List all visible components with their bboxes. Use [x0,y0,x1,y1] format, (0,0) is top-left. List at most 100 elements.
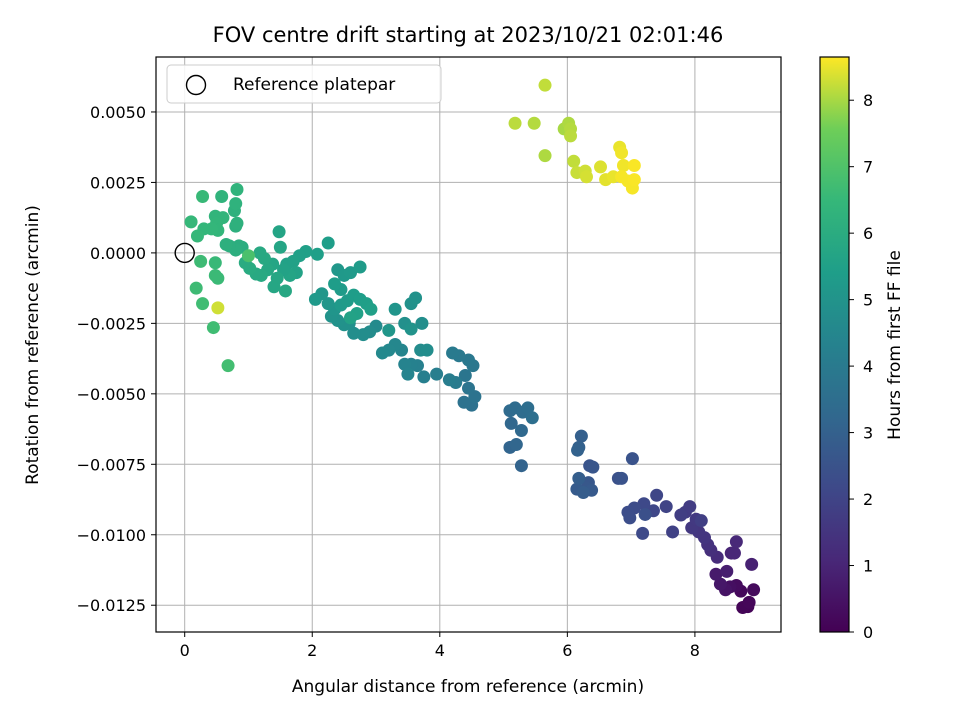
legend-entry-reference: Reference platepar [233,75,395,95]
scatter-point [344,311,358,325]
scatter-point [521,401,535,415]
scatter-point [206,321,220,335]
scatter-point [572,471,586,485]
scatter-point [446,346,460,360]
scatter-point [267,280,281,294]
scatter-point [196,190,210,204]
scatter-point [538,149,552,163]
colorbar-tick-label: 3 [863,424,873,443]
plot-frame [155,56,782,633]
scatter-point [514,459,528,473]
scatter-point [462,381,475,395]
colorbar-tick-label: 6 [863,224,873,243]
scatter-point [627,159,641,173]
scatter-point [694,514,708,528]
scatter-point [576,485,590,499]
scatter-point [683,500,697,514]
scatter-point [650,488,664,502]
scatter-point [747,583,761,597]
x-tick-label: 6 [562,641,572,660]
y-tick-label: 0.0050 [90,103,146,122]
y-tick-label: −0.0125 [77,596,146,615]
reference-point [174,242,195,264]
scatter-point [215,190,229,204]
scatter-point [623,511,637,525]
scatter-point [211,301,225,315]
scatter-point [442,373,456,387]
y-tick-label: −0.0075 [77,455,146,474]
legend: Reference platepar [166,64,442,104]
scatter-point [398,357,412,371]
scatter-point [538,78,552,92]
x-tick-label: 0 [180,641,190,660]
scatter-point [409,291,423,305]
scatter-point [525,411,539,425]
scatter-point [196,297,210,311]
scatter-point [636,526,650,540]
scatter-point [310,247,324,261]
scatter-point [230,216,244,230]
scatter-point [388,302,402,316]
scatter-point [229,197,243,211]
scatter-point [666,525,680,539]
scatter-point [745,557,759,571]
colorbar-tick-label: 2 [863,490,873,509]
scatter-point [221,359,235,373]
x-axis-label: Angular distance from reference (arcmin) [292,677,644,697]
x-axis-ticks: 0 2 4 6 8 [180,632,700,660]
scatter-point [184,215,198,229]
scatter-point [564,129,578,143]
colorbar-tick-label: 5 [863,291,873,310]
scatter-point [415,316,429,330]
colorbar-tick-label: 8 [863,91,873,110]
y-tick-label: −0.0100 [77,526,146,545]
scatter-point [713,577,727,591]
scatter-point [504,416,518,430]
scatter-point [356,328,370,342]
scatter-point [616,159,630,173]
scatter-point [625,452,639,466]
scatter-point [241,249,255,263]
legend-open-circle-marker [185,74,207,96]
y-tick-label: −0.0050 [77,385,146,404]
scatter-point [417,370,431,384]
scatter-point [219,237,233,251]
scatter-point [211,271,225,285]
x-tick-label: 2 [307,641,317,660]
scatter-point [514,423,528,437]
y-axis-label: Rotation from reference (arcmin) [23,205,43,485]
scatter-point [347,326,361,340]
scatter-point [353,260,367,274]
plot-background [156,57,781,632]
scatter-point [458,369,472,383]
scatter-point [208,256,222,270]
scatter-point [382,323,396,337]
scatter-point [194,254,208,268]
scatter-point [430,367,444,381]
scatter-point [615,146,629,160]
scatter-point [321,236,335,250]
scatter-point [742,595,756,609]
y-axis-ticks: 0.0050 0.0025 0.0000 −0.0025 −0.0050 −0.0075 −… [77,103,156,615]
plot-area: 0 2 4 6 8 0.0050 0.0025 0.0000 −0.0025 −0.0050 −0… [77,56,782,660]
scatter-point [344,266,358,280]
scatter-point [674,508,688,522]
scatter-point [567,154,581,168]
scatter-point [720,564,734,578]
scatter-point [709,567,723,581]
x-tick-label: 4 [435,641,445,660]
colorbar-tick-label: 7 [863,158,873,177]
y-tick-label: 0.0025 [90,173,146,192]
grid-lines [156,57,781,632]
scatter-point [278,284,292,298]
scatter-point [420,343,434,357]
scatter-point [189,281,203,295]
colorbar: 0 1 2 3 4 5 6 7 8 Hours from first FF file [819,56,905,642]
y-tick-label: −0.0025 [77,314,146,333]
scatter-point [527,116,541,130]
scatter-point [594,160,608,174]
colorbar-tick-label: 4 [863,357,873,376]
colorbar-gradient [819,56,850,633]
legend-box [166,64,442,104]
